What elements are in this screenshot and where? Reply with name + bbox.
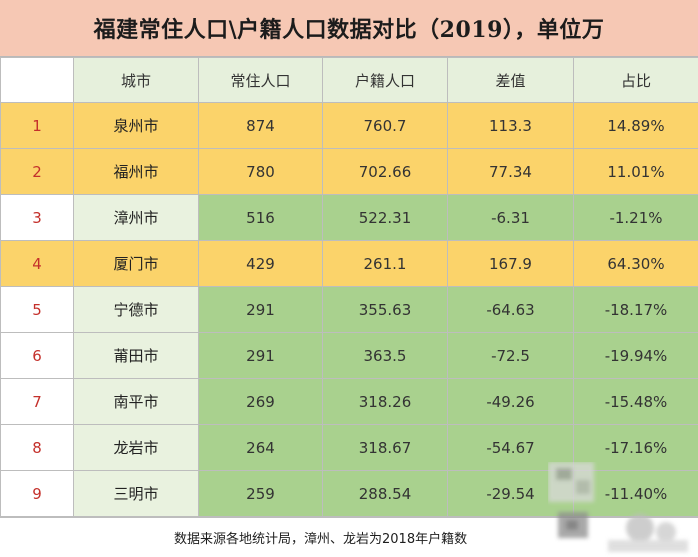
difference-cell: -64.63 xyxy=(447,286,574,333)
source-note: 数据来源各地统计局，漳州、龙岩为2018年户籍数 xyxy=(174,532,468,547)
registered-cell: 261.1 xyxy=(322,240,448,287)
ratio-cell: -17.16% xyxy=(573,424,698,471)
row-index: 2 xyxy=(0,148,74,195)
registered-cell: 318.67 xyxy=(322,424,448,471)
table-row: 6 莆田市 291 363.5 -72.5 -19.94% xyxy=(0,332,698,379)
city-cell: 福州市 xyxy=(73,148,199,195)
header-registered-population: 户籍人口 xyxy=(322,57,448,103)
registered-cell: 288.54 xyxy=(322,470,448,517)
difference-cell: -29.54 xyxy=(447,470,574,517)
difference-cell: -72.5 xyxy=(447,332,574,379)
table-row: 8 龙岩市 264 318.67 -54.67 -17.16% xyxy=(0,424,698,471)
resident-cell: 291 xyxy=(198,332,323,379)
population-table: 城市 常住人口 户籍人口 差值 占比 1 泉州市 874 760.7 113.3… xyxy=(0,57,698,517)
ratio-cell: -18.17% xyxy=(573,286,698,333)
table-row: 5 宁德市 291 355.63 -64.63 -18.17% xyxy=(0,286,698,333)
ratio-cell: -11.40% xyxy=(573,470,698,517)
registered-cell: 522.31 xyxy=(322,194,448,241)
table-row: 1 泉州市 874 760.7 113.3 14.89% xyxy=(0,102,698,149)
resident-cell: 291 xyxy=(198,286,323,333)
difference-cell: -49.26 xyxy=(447,378,574,425)
registered-cell: 355.63 xyxy=(322,286,448,333)
resident-cell: 780 xyxy=(198,148,323,195)
resident-cell: 269 xyxy=(198,378,323,425)
city-cell: 宁德市 xyxy=(73,286,199,333)
table-row: 4 厦门市 429 261.1 167.9 64.30% xyxy=(0,240,698,287)
resident-cell: 874 xyxy=(198,102,323,149)
resident-cell: 259 xyxy=(198,470,323,517)
city-cell: 泉州市 xyxy=(73,102,199,149)
ratio-cell: -15.48% xyxy=(573,378,698,425)
row-index: 8 xyxy=(0,424,74,471)
table-title: 福建常住人口\户籍人口数据对比（2019），单位万 xyxy=(0,0,698,57)
header-ratio: 占比 xyxy=(573,57,698,103)
difference-cell: -54.67 xyxy=(447,424,574,471)
row-index: 5 xyxy=(0,286,74,333)
registered-cell: 760.7 xyxy=(322,102,448,149)
row-index: 7 xyxy=(0,378,74,425)
source-footer: 数据来源各地统计局，漳州、龙岩为2018年户籍数 xyxy=(0,517,698,557)
row-index: 1 xyxy=(0,102,74,149)
registered-cell: 318.26 xyxy=(322,378,448,425)
row-index: 4 xyxy=(0,240,74,287)
resident-cell: 264 xyxy=(198,424,323,471)
difference-cell: -6.31 xyxy=(447,194,574,241)
header-row: 城市 常住人口 户籍人口 差值 占比 xyxy=(0,57,698,103)
ratio-cell: -1.21% xyxy=(573,194,698,241)
registered-cell: 363.5 xyxy=(322,332,448,379)
table-row: 3 漳州市 516 522.31 -6.31 -1.21% xyxy=(0,194,698,241)
header-index-cell xyxy=(0,57,74,103)
difference-cell: 113.3 xyxy=(447,102,574,149)
difference-cell: 77.34 xyxy=(447,148,574,195)
ratio-cell: 14.89% xyxy=(573,102,698,149)
table-row: 7 南平市 269 318.26 -49.26 -15.48% xyxy=(0,378,698,425)
difference-cell: 167.9 xyxy=(447,240,574,287)
ratio-cell: 11.01% xyxy=(573,148,698,195)
row-index: 9 xyxy=(0,470,74,517)
city-cell: 南平市 xyxy=(73,378,199,425)
registered-cell: 702.66 xyxy=(322,148,448,195)
header-difference: 差值 xyxy=(447,57,574,103)
header-city: 城市 xyxy=(73,57,199,103)
table-row: 2 福州市 780 702.66 77.34 11.01% xyxy=(0,148,698,195)
resident-cell: 429 xyxy=(198,240,323,287)
resident-cell: 516 xyxy=(198,194,323,241)
table-row: 9 三明市 259 288.54 -29.54 -11.40% xyxy=(0,470,698,517)
city-cell: 漳州市 xyxy=(73,194,199,241)
row-index: 3 xyxy=(0,194,74,241)
city-cell: 三明市 xyxy=(73,470,199,517)
city-cell: 莆田市 xyxy=(73,332,199,379)
ratio-cell: 64.30% xyxy=(573,240,698,287)
header-resident-population: 常住人口 xyxy=(198,57,323,103)
city-cell: 龙岩市 xyxy=(73,424,199,471)
ratio-cell: -19.94% xyxy=(573,332,698,379)
city-cell: 厦门市 xyxy=(73,240,199,287)
row-index: 6 xyxy=(0,332,74,379)
